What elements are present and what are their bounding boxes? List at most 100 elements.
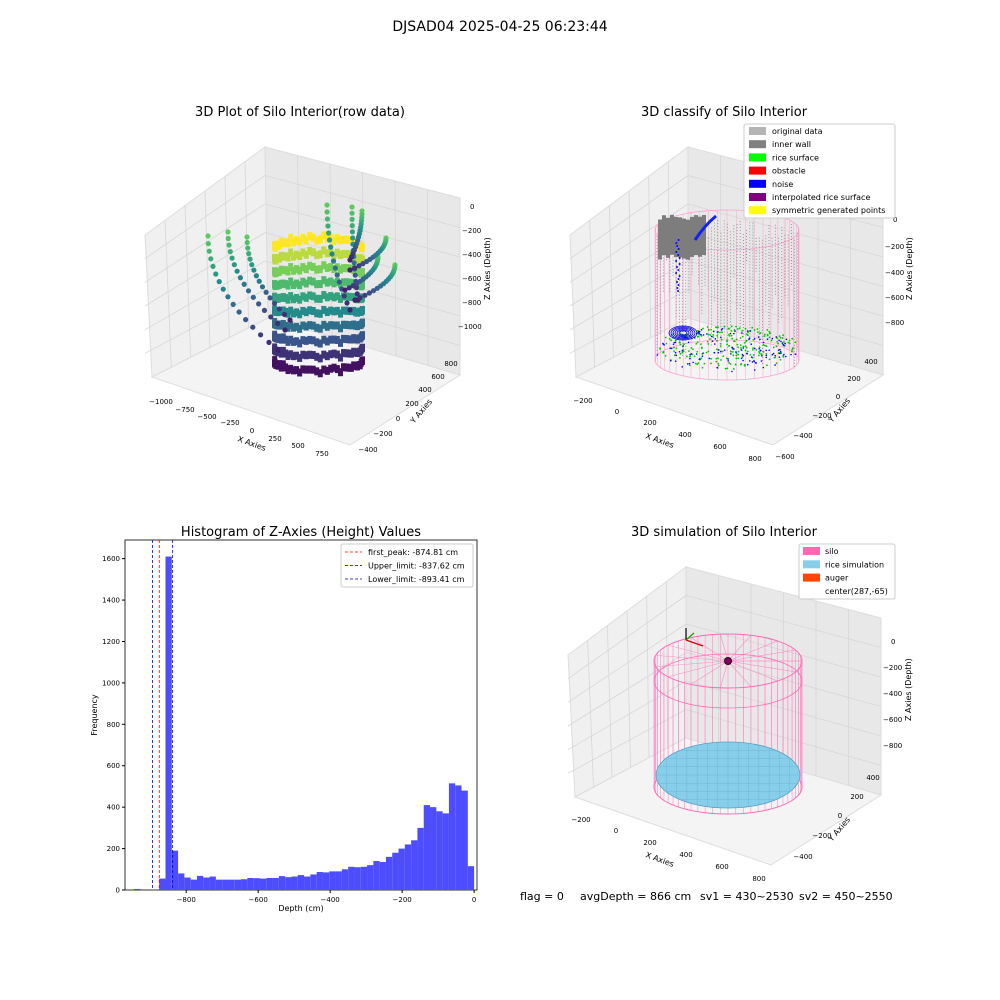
scatter-point xyxy=(297,237,303,246)
rice-surface-point xyxy=(788,339,791,342)
scatter-point xyxy=(250,294,256,300)
scatter-point xyxy=(331,279,337,288)
histogram-bar xyxy=(259,878,267,890)
noise-point xyxy=(790,353,792,356)
scatter-point xyxy=(340,264,346,273)
rice-surface-point xyxy=(716,340,718,342)
noise-point xyxy=(677,248,680,250)
rice-surface-point xyxy=(766,329,769,331)
noise-point xyxy=(760,360,763,362)
scatter-point xyxy=(374,285,380,291)
noise-point xyxy=(779,348,781,351)
histogram-bar xyxy=(455,785,462,890)
scatter-point xyxy=(326,237,333,243)
noise-point xyxy=(742,354,745,357)
legend-label: silo xyxy=(825,547,839,556)
scatter-point xyxy=(307,350,313,359)
rice-surface-point xyxy=(674,339,677,342)
rice-surface-point xyxy=(740,363,743,365)
rice-surface-point xyxy=(665,342,668,345)
rice-surface-point xyxy=(683,343,685,346)
scatter-point xyxy=(307,335,313,344)
histogram-bar xyxy=(291,876,298,890)
histogram-bar xyxy=(392,852,399,890)
noise-point xyxy=(672,343,675,346)
rice-surface-point xyxy=(705,351,708,354)
grid-line xyxy=(427,189,429,366)
rice-surface-point xyxy=(745,333,748,336)
histogram-bar xyxy=(310,874,317,890)
noise-point xyxy=(688,362,691,365)
histogram-bar xyxy=(247,877,254,890)
rice-surface-point xyxy=(682,350,685,353)
histogram-bar xyxy=(430,807,437,890)
noise-point xyxy=(676,245,679,247)
noise-cluster xyxy=(668,325,698,341)
rice-surface-point xyxy=(769,332,771,335)
scatter-point xyxy=(213,271,219,277)
scatter-point xyxy=(343,249,349,258)
rice-surface-point xyxy=(745,340,747,343)
scatter-point xyxy=(310,277,316,286)
scatter-point xyxy=(360,305,365,314)
rice-surface-point xyxy=(747,331,749,334)
scatter-point xyxy=(225,294,231,300)
histogram-bar xyxy=(385,856,393,890)
noise-point xyxy=(762,366,765,369)
x-tick-label: −600 xyxy=(249,896,268,904)
scatter-point xyxy=(317,354,323,363)
noise-point xyxy=(749,330,752,332)
rice-surface-point xyxy=(753,354,755,356)
scatter-point xyxy=(291,309,297,318)
noise-point xyxy=(678,350,681,353)
rice-surface-point xyxy=(706,326,709,328)
scatter-point xyxy=(285,351,291,360)
z-tick-label: −200 xyxy=(462,227,481,235)
scatter-point xyxy=(317,250,323,259)
scatter-point xyxy=(338,338,343,347)
rice-surface-point xyxy=(664,354,667,357)
z-tick-label: −600 xyxy=(885,294,904,302)
scatter-point xyxy=(297,368,303,377)
scatter-point xyxy=(326,230,332,236)
rice-surface-point xyxy=(735,338,738,341)
rice-surface-point xyxy=(702,327,704,330)
scatter-point xyxy=(321,276,327,285)
x-tick-label: 500 xyxy=(291,442,304,450)
rice-surface-point xyxy=(727,327,730,330)
scatter-point xyxy=(216,279,222,285)
scatter-point xyxy=(321,246,327,255)
noise-cluster xyxy=(670,326,696,340)
histogram-bar xyxy=(266,877,273,890)
y-tick-label: 200 xyxy=(405,400,418,408)
noise-point xyxy=(674,341,677,344)
scatter-point xyxy=(349,204,355,210)
noise-point xyxy=(656,354,659,356)
rice-surface-point xyxy=(730,334,733,337)
rice-surface-point xyxy=(739,344,742,347)
rice-surface-point xyxy=(673,346,675,349)
rice-surface-point xyxy=(686,355,688,358)
scatter-point xyxy=(303,236,309,245)
grid-line xyxy=(144,260,266,331)
histogram-bar xyxy=(241,879,248,890)
rice-surface-point xyxy=(776,340,779,343)
axis-indicator-y xyxy=(685,632,695,641)
rice-surface-point xyxy=(701,366,704,369)
scatter-point xyxy=(297,353,303,362)
rice-surface-point xyxy=(788,342,791,345)
rice-surface-point xyxy=(775,345,778,348)
rice-surface-point xyxy=(736,343,739,346)
noise-point xyxy=(675,260,678,262)
scatter-point xyxy=(247,256,253,262)
scatter-point xyxy=(324,202,330,208)
x-tick-label: 200 xyxy=(643,419,656,427)
scatter-point xyxy=(310,262,316,271)
noise-point xyxy=(697,331,700,333)
scatter-point xyxy=(334,365,340,374)
scatter-point xyxy=(263,289,269,295)
noise-point xyxy=(730,352,732,355)
noise-point xyxy=(753,337,756,340)
rice-surface-point xyxy=(763,335,766,338)
histogram-bar xyxy=(379,862,386,890)
